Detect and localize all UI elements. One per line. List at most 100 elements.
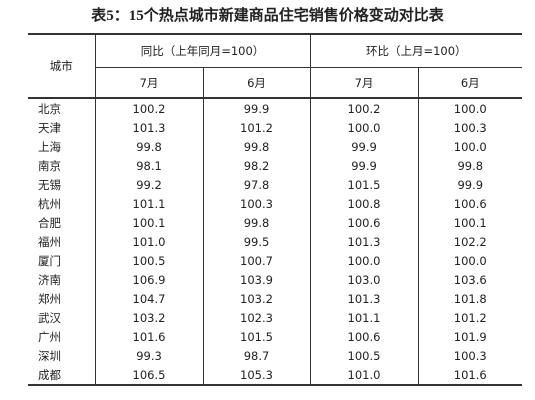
value-cell: 106.9 (94, 270, 203, 289)
value-cell: 101.0 (94, 232, 203, 251)
value-cell: 99.3 (94, 346, 203, 365)
value-cell: 100.0 (417, 137, 522, 156)
value-cell: 100.0 (417, 251, 522, 270)
value-cell: 101.9 (417, 327, 522, 346)
value-cell: 100.0 (417, 98, 522, 118)
value-cell: 100.5 (94, 251, 203, 270)
value-cell: 101.1 (94, 194, 203, 213)
month-header: 6月 (202, 67, 310, 99)
value-cell: 100.2 (94, 98, 203, 118)
month-header: 6月 (417, 67, 522, 99)
value-cell: 100.3 (417, 346, 522, 365)
city-cell: 厦门 (38, 253, 61, 268)
value-cell: 99.9 (309, 137, 418, 156)
value-cell: 101.6 (94, 327, 203, 346)
city-cell: 郑州 (38, 291, 61, 306)
table-row: 天津 101.3 101.2 100.0 100.3 (28, 118, 522, 137)
value-cell: 100.3 (202, 194, 310, 213)
table-row: 合肥 100.1 99.8 100.6 100.1 (28, 213, 522, 232)
value-cell: 100.2 (309, 98, 418, 118)
value-cell: 99.9 (202, 98, 310, 118)
value-cell: 106.5 (94, 365, 203, 386)
value-cell: 101.2 (202, 118, 310, 137)
value-cell: 101.3 (94, 118, 203, 137)
value-cell: 100.5 (309, 346, 418, 365)
value-cell: 101.6 (417, 365, 522, 386)
value-cell: 99.8 (417, 156, 522, 175)
city-cell: 成都 (28, 365, 95, 386)
table-title: 表5：15个热点城市新建商品住宅销售价格变动对比表 (91, 8, 444, 24)
value-cell: 100.3 (417, 118, 522, 137)
value-cell: 101.3 (309, 232, 418, 251)
value-cell: 103.2 (94, 308, 203, 327)
city-cell: 杭州 (38, 196, 61, 211)
value-cell: 101.5 (309, 175, 418, 194)
value-cell: 100.6 (417, 194, 522, 213)
city-cell: 南京 (38, 158, 61, 173)
value-cell: 99.8 (94, 137, 203, 156)
table-row: 成都 106.5 105.3 101.0 101.6 (28, 365, 522, 386)
table-row: 福州 101.0 99.5 101.3 102.2 (28, 232, 522, 251)
value-cell: 101.5 (202, 327, 310, 346)
table-row: 北京 100.2 99.9 100.2 100.0 (28, 98, 522, 118)
value-cell: 99.2 (94, 175, 203, 194)
table-row: 郑州 104.7 103.2 101.3 101.8 (28, 289, 522, 308)
value-cell: 102.3 (202, 308, 310, 327)
price-table: 城市 同比（上年同月=100） 环比（上月=100） 7月 6月 7月 6月 北… (28, 33, 522, 386)
value-cell: 103.0 (309, 270, 418, 289)
value-cell: 99.8 (202, 213, 310, 232)
table-row: 济南 106.9 103.9 103.0 103.6 (28, 270, 522, 289)
city-cell: 广州 (38, 329, 61, 344)
value-cell: 99.9 (309, 156, 418, 175)
value-cell: 103.2 (202, 289, 310, 308)
value-cell: 100.6 (309, 213, 418, 232)
month-header: 7月 (94, 67, 203, 99)
group-header: 环比（上月=100） (309, 34, 522, 68)
value-cell: 101.3 (309, 289, 418, 308)
value-cell: 99.5 (202, 232, 310, 251)
table-row: 深圳 99.3 98.7 100.5 100.3 (28, 346, 522, 365)
value-cell: 103.9 (202, 270, 310, 289)
value-cell: 100.0 (309, 251, 418, 270)
value-cell: 101.8 (417, 289, 522, 308)
city-header: 城市 (28, 33, 95, 99)
group-header: 同比（上年同月=100） (94, 34, 310, 68)
table-row: 无锡 99.2 97.8 101.5 99.9 (28, 175, 522, 194)
value-cell: 100.1 (94, 213, 203, 232)
value-cell: 100.1 (417, 213, 522, 232)
table-row: 南京 98.1 98.2 99.9 99.8 (28, 156, 522, 175)
value-cell: 97.8 (202, 175, 310, 194)
value-cell: 104.7 (94, 289, 203, 308)
value-cell: 100.8 (309, 194, 418, 213)
table-row: 武汉 103.2 102.3 101.1 101.2 (28, 308, 522, 327)
value-cell: 99.9 (417, 175, 522, 194)
value-cell: 100.6 (309, 327, 418, 346)
city-cell: 无锡 (38, 177, 61, 192)
value-cell: 100.7 (202, 251, 310, 270)
value-cell: 103.6 (417, 270, 522, 289)
month-header: 7月 (309, 67, 418, 99)
value-cell: 99.8 (202, 137, 310, 156)
city-cell: 合肥 (38, 215, 61, 230)
table-row: 广州 101.6 101.5 100.6 101.9 (28, 327, 522, 346)
value-cell: 101.0 (309, 365, 418, 386)
city-cell: 济南 (38, 272, 61, 287)
value-cell: 98.1 (94, 156, 203, 175)
value-cell: 105.3 (202, 365, 310, 386)
city-cell: 北京 (38, 101, 61, 116)
table-row: 厦门 100.5 100.7 100.0 100.0 (28, 251, 522, 270)
value-cell: 100.0 (309, 118, 418, 137)
value-cell: 101.2 (417, 308, 522, 327)
city-cell: 福州 (38, 234, 61, 249)
table-body: 北京 100.2 99.9 100.2 100.0 天津 101.3 101.2 100.0 10… (28, 98, 522, 386)
value-cell: 98.7 (202, 346, 310, 365)
table-row: 上海 99.8 99.8 99.9 100.0 (28, 137, 522, 156)
city-cell: 武汉 (38, 310, 61, 325)
value-cell: 98.2 (202, 156, 310, 175)
city-cell: 深圳 (38, 348, 61, 363)
city-cell: 上海 (38, 139, 61, 154)
value-cell: 102.2 (417, 232, 522, 251)
table-row: 杭州 101.1 100.3 100.8 100.6 (28, 194, 522, 213)
city-cell: 天津 (38, 120, 61, 135)
